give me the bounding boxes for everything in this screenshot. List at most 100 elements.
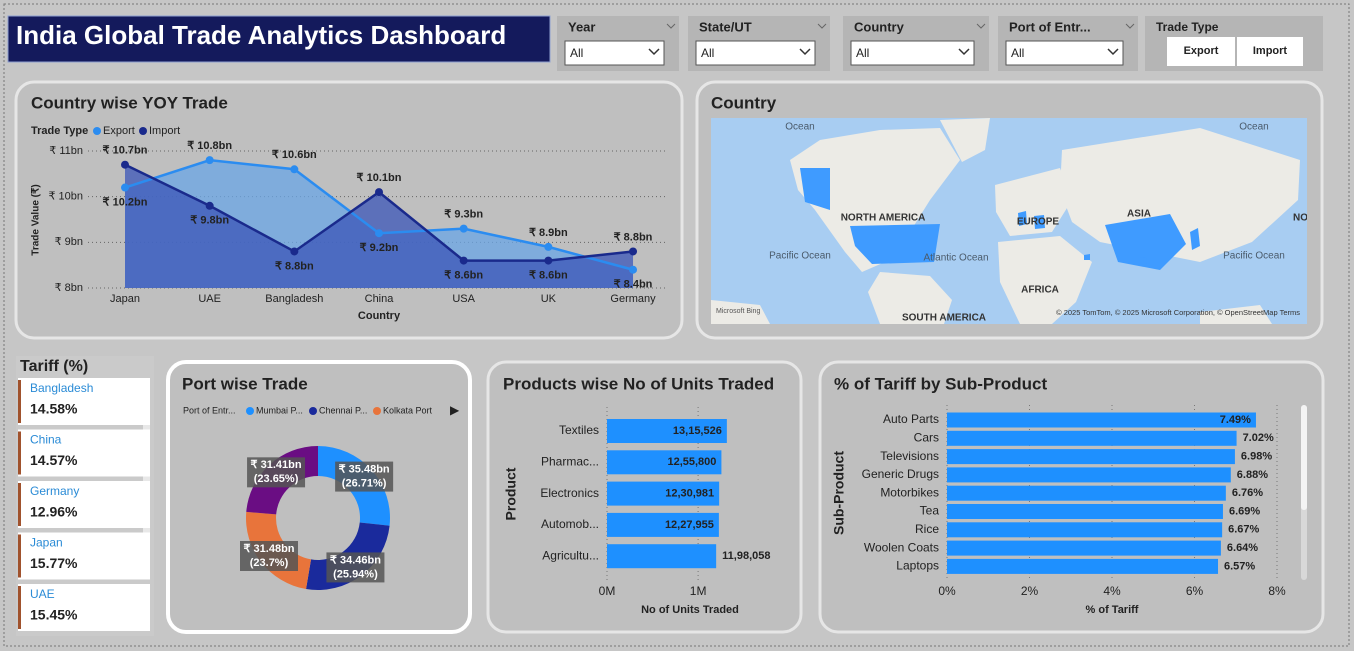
card-accent — [18, 431, 21, 475]
slicer-label: Trade Type — [1156, 20, 1219, 34]
x-tick-label: 6% — [1186, 584, 1204, 598]
x-tick-label: 1M — [690, 584, 707, 598]
bar[interactable] — [607, 481, 720, 506]
y-tick-label: ₹ 9bn — [55, 236, 83, 248]
data-label: ₹ 8.8bn — [614, 231, 653, 243]
y-tick-label: Laptops — [896, 559, 939, 573]
country-shape — [1105, 214, 1186, 270]
button-label[interactable]: Import — [1253, 45, 1288, 57]
data-label: (25.94%) — [333, 568, 378, 580]
chart-title: Port wise Trade — [182, 374, 308, 393]
y-tick-label: ₹ 8bn — [55, 282, 83, 294]
data-label: ₹ 10.6bn — [272, 149, 317, 161]
legend-arrow[interactable]: ▶ — [450, 403, 460, 417]
point — [375, 229, 384, 238]
tariff-title: Tariff (%) — [20, 358, 88, 375]
export-button[interactable] — [1167, 37, 1235, 66]
bar[interactable] — [947, 558, 1219, 574]
y-tick-label: Cars — [914, 430, 939, 444]
bar[interactable] — [607, 544, 717, 569]
bar[interactable] — [607, 450, 722, 475]
chevron — [666, 23, 676, 29]
tariff-card[interactable] — [18, 584, 150, 631]
y-tick-label: Pharmac... — [541, 454, 599, 468]
country-shape — [1034, 215, 1045, 229]
card-value: 15.45% — [30, 607, 78, 623]
greenland — [940, 118, 990, 162]
data-label: (23.65%) — [254, 473, 299, 485]
y-tick-label: Rice — [915, 522, 939, 536]
chevron — [958, 48, 970, 56]
bar[interactable] — [947, 412, 1256, 428]
legend-label[interactable]: Kolkata Port — [383, 405, 433, 415]
dropdown-value[interactable]: All — [701, 46, 714, 60]
y-axis-title: Trade Value (₹) — [31, 184, 42, 255]
bar[interactable] — [947, 449, 1235, 465]
dropdown[interactable] — [1005, 40, 1124, 66]
bar[interactable] — [947, 430, 1237, 446]
map-attribution[interactable]: © 2025 TomTom, © 2025 Microsoft Corporat… — [1056, 308, 1300, 317]
card-value: 14.58% — [30, 401, 78, 417]
y-tick-label: Automob... — [541, 517, 599, 531]
data-label: ₹ 31.41bn — [251, 459, 302, 471]
import-button[interactable] — [1237, 37, 1303, 66]
dropdown-value[interactable]: All — [856, 46, 869, 60]
legend-label[interactable]: Import — [149, 125, 180, 137]
card-name: Japan — [30, 536, 63, 550]
bar[interactable] — [607, 419, 727, 443]
data-label: 12,55,800 — [667, 456, 716, 468]
country-shape — [1190, 228, 1200, 250]
data-label: 7.02% — [1243, 432, 1274, 444]
dropdown[interactable] — [850, 40, 975, 66]
data-label: ₹ 8.6bn — [444, 270, 483, 282]
bar[interactable] — [947, 522, 1223, 538]
bar[interactable] — [947, 504, 1223, 519]
legend-label[interactable]: Mumbai P... — [256, 405, 303, 415]
legend-label[interactable]: Chennai P... — [319, 405, 367, 415]
card-value: 14.57% — [30, 452, 78, 468]
slicer-label: Country — [854, 19, 905, 34]
card-value: 15.77% — [30, 555, 78, 571]
map-provider: Microsoft Bing — [716, 308, 760, 315]
point — [290, 165, 299, 174]
dropdown[interactable] — [564, 40, 665, 66]
tariff-card[interactable] — [18, 481, 150, 528]
point — [629, 247, 638, 256]
y-tick-label: Tea — [920, 504, 940, 518]
tariff-card[interactable] — [18, 532, 150, 580]
bar[interactable] — [947, 540, 1221, 556]
point — [544, 242, 553, 251]
map-label: Atlantic Ocean — [923, 253, 988, 264]
y-tick-label: Televisions — [880, 449, 939, 463]
map-label: Ocean — [1239, 122, 1268, 133]
south-america — [868, 272, 952, 324]
data-label: 6.76% — [1232, 487, 1263, 499]
point — [544, 256, 553, 265]
map-label: NO — [1293, 213, 1308, 224]
dropdown-value[interactable]: All — [570, 46, 583, 60]
label-box — [335, 461, 394, 492]
australia — [1200, 305, 1272, 324]
map-label: SOUTH AMERICA — [902, 313, 986, 324]
bar[interactable] — [607, 512, 719, 537]
dropdown[interactable] — [695, 40, 816, 66]
data-label: 12,27,955 — [665, 519, 714, 531]
card-name: UAE — [30, 587, 55, 601]
data-label: 6.57% — [1224, 560, 1255, 572]
tariff-card[interactable] — [18, 429, 150, 477]
data-label: ₹ 10.1bn — [357, 172, 402, 184]
legend-label[interactable]: Export — [103, 125, 135, 137]
dropdown-value[interactable]: All — [1011, 46, 1024, 60]
bar[interactable] — [947, 485, 1226, 501]
button-label[interactable]: Export — [1184, 45, 1219, 57]
tariff-card[interactable] — [18, 378, 150, 425]
legend-title: Trade Type — [31, 125, 88, 137]
chevron — [648, 48, 660, 56]
point — [375, 188, 384, 197]
chart-title: Products wise No of Units Traded — [503, 374, 774, 393]
bar[interactable] — [947, 467, 1231, 483]
chevron — [976, 23, 986, 29]
chevron — [817, 23, 827, 29]
scrollbar-thumb[interactable] — [1301, 405, 1307, 510]
